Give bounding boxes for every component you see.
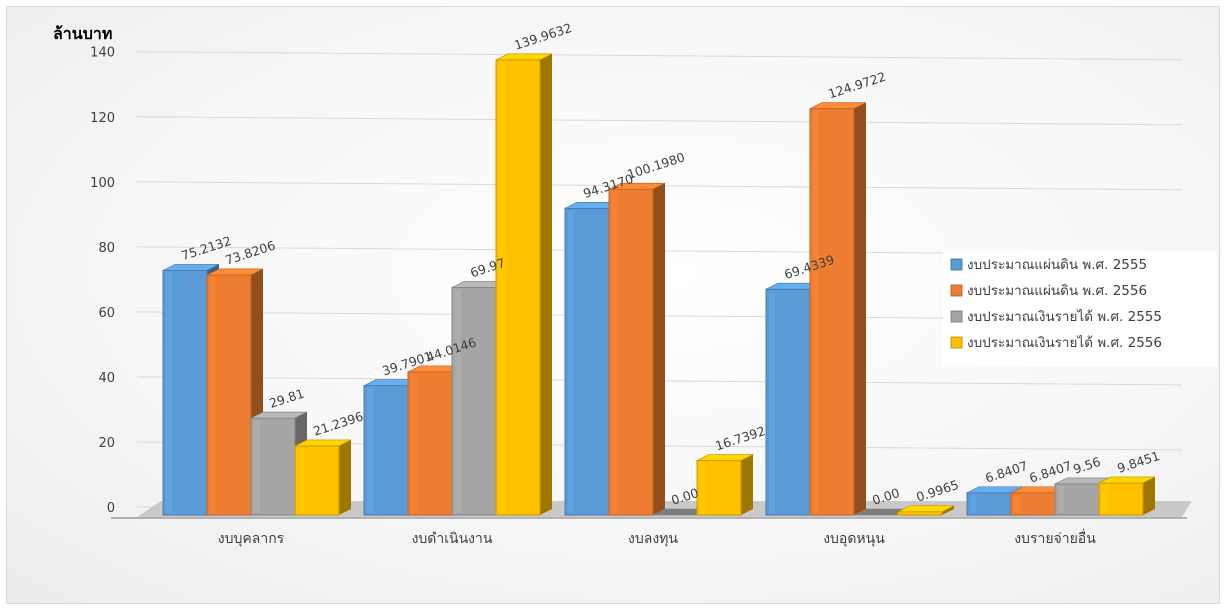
- bar-front: [294, 445, 340, 516]
- bar-top: [608, 182, 666, 190]
- bar-top: [162, 264, 220, 271]
- bar-highlight: [298, 447, 304, 513]
- data-label: 29.81: [267, 386, 306, 411]
- bar: [495, 53, 553, 516]
- legend-label: งบประมาณเงินรายได้ พ.ศ. 2555: [967, 309, 1162, 325]
- bar-side: [540, 53, 552, 516]
- y-tick-label: 100: [90, 176, 115, 191]
- legend-swatch: [950, 310, 963, 323]
- bar-highlight: [254, 420, 260, 513]
- data-label: 0.9965: [914, 477, 960, 505]
- y-tick-label: 0: [107, 501, 115, 516]
- x-category-label: งบอุดหนุน: [823, 531, 885, 547]
- legend-box: [943, 251, 1217, 367]
- bar-highlight: [499, 61, 505, 514]
- bar-front: [765, 288, 811, 516]
- bar-front: [1054, 483, 1100, 516]
- legend-label: งบประมาณเงินรายได้ พ.ศ. 2556: [967, 335, 1162, 351]
- bar-front: [407, 371, 453, 516]
- bar-highlight: [813, 110, 819, 514]
- bar-front: [809, 108, 855, 516]
- x-category-label: งบบุคลากร: [218, 531, 285, 547]
- bar-top: [206, 268, 264, 276]
- data-label: 100.1980: [625, 149, 686, 182]
- bar-front: [363, 385, 409, 516]
- bar-highlight: [1102, 484, 1108, 513]
- gridline: [136, 116, 1183, 126]
- bar-front: [495, 59, 541, 516]
- y-tick-label: 20: [98, 436, 115, 451]
- data-label: 21.2396: [311, 409, 365, 439]
- y-unit-label: ล้านบาท: [53, 24, 112, 43]
- bar-highlight: [1058, 485, 1064, 513]
- bar-front: [206, 274, 252, 516]
- bar-highlight: [612, 191, 618, 513]
- bar-side: [1143, 476, 1155, 515]
- bar-top: [809, 102, 867, 109]
- y-axis-ticks: 0 20 40 60 80 100 120 140: [90, 46, 115, 516]
- bar-top: [250, 411, 308, 419]
- data-label: 124.9722: [826, 69, 887, 102]
- x-axis-categories: งบบุคลากร งบดำเนินงาน งบลงทุน งบอุดหนุน งบรา…: [218, 529, 1096, 547]
- bar-front: [162, 269, 208, 516]
- bar-highlight: [210, 276, 216, 513]
- bar-top: [495, 53, 553, 61]
- bar: [608, 182, 666, 516]
- bar-side: [942, 505, 954, 515]
- data-label: 16.7392: [713, 423, 767, 453]
- bar-highlight: [700, 462, 706, 513]
- legend-label: งบประมาณแผ่นดิน พ.ศ. 2555: [967, 257, 1147, 273]
- data-label: 9.56: [1071, 454, 1102, 477]
- y-tick-label: 40: [98, 371, 115, 386]
- legend-label: งบประมาณแผ่นดิน พ.ศ. 2556: [967, 283, 1147, 299]
- bar-front: [564, 207, 610, 516]
- data-label: 9.8451: [1115, 448, 1161, 476]
- legend: งบประมาณแผ่นดิน พ.ศ. 2555 งบประมาณแผ่นดิน…: [943, 251, 1217, 367]
- bar-front: [897, 511, 943, 516]
- data-label: 139.9632: [512, 20, 573, 53]
- bar-top: [897, 505, 955, 513]
- chart-area: ล้านบาท 0 20 40 60 80 100 120 140 75.2132 73.820…: [6, 6, 1220, 604]
- bar: [897, 505, 955, 516]
- bar-highlight: [769, 291, 775, 513]
- y-tick-label: 140: [90, 46, 115, 61]
- bar-highlight: [568, 210, 574, 513]
- y-tick-label: 60: [98, 306, 115, 321]
- x-category-label: งบดำเนินงาน: [412, 531, 493, 547]
- bar-side: [741, 454, 753, 515]
- bar-side: [854, 102, 866, 516]
- bar-front: [250, 417, 296, 516]
- bar-top: [1098, 476, 1156, 484]
- gridline: [136, 51, 1183, 61]
- bar: [206, 268, 264, 516]
- bar-highlight: [411, 373, 417, 513]
- bar-highlight: [166, 272, 172, 513]
- bar-highlight: [455, 289, 461, 513]
- data-label: 6.8407: [983, 458, 1029, 486]
- legend-swatch: [950, 258, 963, 271]
- x-category-label: งบลงทุน: [628, 531, 678, 547]
- bars: [162, 53, 1156, 516]
- bar: [809, 102, 867, 516]
- bar-highlight: [1014, 494, 1020, 513]
- bar: [1098, 476, 1156, 516]
- bar-highlight: [970, 494, 976, 513]
- bar-side: [653, 183, 665, 515]
- y-tick-label: 80: [98, 241, 115, 256]
- x-category-label: งบรายจ่ายอื่น: [1014, 529, 1096, 547]
- bar-side: [339, 439, 351, 515]
- y-tick-label: 120: [90, 111, 115, 126]
- bar-front: [608, 188, 654, 516]
- bar-top: [696, 454, 754, 461]
- bar: [696, 454, 754, 516]
- legend-swatch: [950, 336, 963, 349]
- bar-highlight: [367, 387, 373, 513]
- bar-top: [294, 439, 352, 447]
- legend-swatch: [950, 284, 963, 297]
- bar: [294, 439, 352, 516]
